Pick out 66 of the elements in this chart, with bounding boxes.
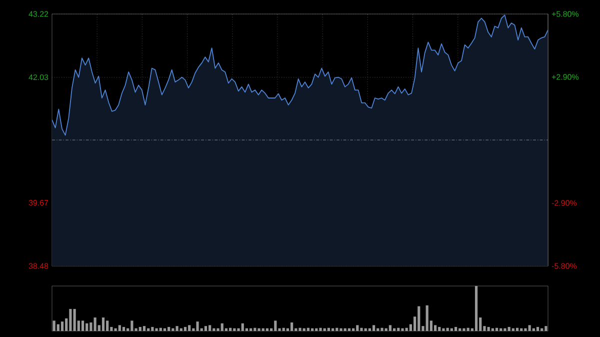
- bar: [208, 325, 212, 331]
- bar: [159, 328, 162, 331]
- bar: [401, 328, 404, 331]
- bar: [426, 305, 428, 331]
- bar: [138, 326, 142, 331]
- bar: [397, 328, 400, 331]
- bar: [241, 323, 244, 331]
- bar: [220, 323, 224, 331]
- bar: [298, 328, 302, 331]
- bar: [356, 325, 359, 331]
- bar: [69, 308, 72, 331]
- bar: [336, 328, 338, 331]
- bar: [380, 328, 384, 331]
- bar: [106, 320, 109, 331]
- bar: [508, 326, 510, 331]
- bar: [487, 326, 490, 331]
- bar: [204, 326, 208, 331]
- bar: [168, 326, 170, 331]
- bar: [86, 323, 88, 331]
- bar: [73, 308, 76, 331]
- bar: [56, 324, 60, 331]
- bar: [130, 320, 134, 331]
- bar: [176, 326, 178, 331]
- bar: [229, 328, 232, 331]
- bar: [528, 325, 531, 331]
- bar: [188, 325, 191, 331]
- bar: [327, 328, 330, 331]
- bar: [319, 328, 322, 331]
- bar: [462, 328, 466, 331]
- bar: [466, 328, 470, 331]
- bar: [388, 325, 392, 331]
- bar: [438, 326, 441, 331]
- bar: [442, 328, 445, 331]
- bar: [418, 306, 420, 331]
- bar: [516, 328, 519, 331]
- bar: [446, 328, 449, 331]
- bar: [142, 326, 146, 331]
- bar: [155, 328, 158, 331]
- bar: [60, 322, 64, 331]
- bar: [290, 322, 294, 331]
- bar: [118, 325, 121, 331]
- bar: [102, 318, 105, 331]
- bar: [184, 326, 187, 331]
- bar: [151, 326, 154, 331]
- bar: [94, 318, 96, 331]
- bar: [254, 328, 256, 331]
- bar: [405, 328, 408, 331]
- bar: [258, 328, 260, 331]
- bar: [504, 328, 506, 331]
- bar: [372, 325, 376, 331]
- bar: [114, 328, 117, 331]
- bar: [544, 326, 548, 331]
- bar: [454, 326, 458, 331]
- bar: [122, 326, 126, 331]
- bar: [495, 328, 498, 331]
- bar: [360, 328, 363, 331]
- bar: [340, 328, 342, 331]
- bar: [306, 328, 310, 331]
- bar: [474, 286, 478, 331]
- bar: [536, 326, 540, 331]
- bar: [524, 328, 527, 331]
- bar: [282, 328, 285, 331]
- bar: [52, 320, 56, 331]
- bar: [274, 320, 277, 331]
- bar: [196, 322, 199, 331]
- bar: [81, 320, 84, 331]
